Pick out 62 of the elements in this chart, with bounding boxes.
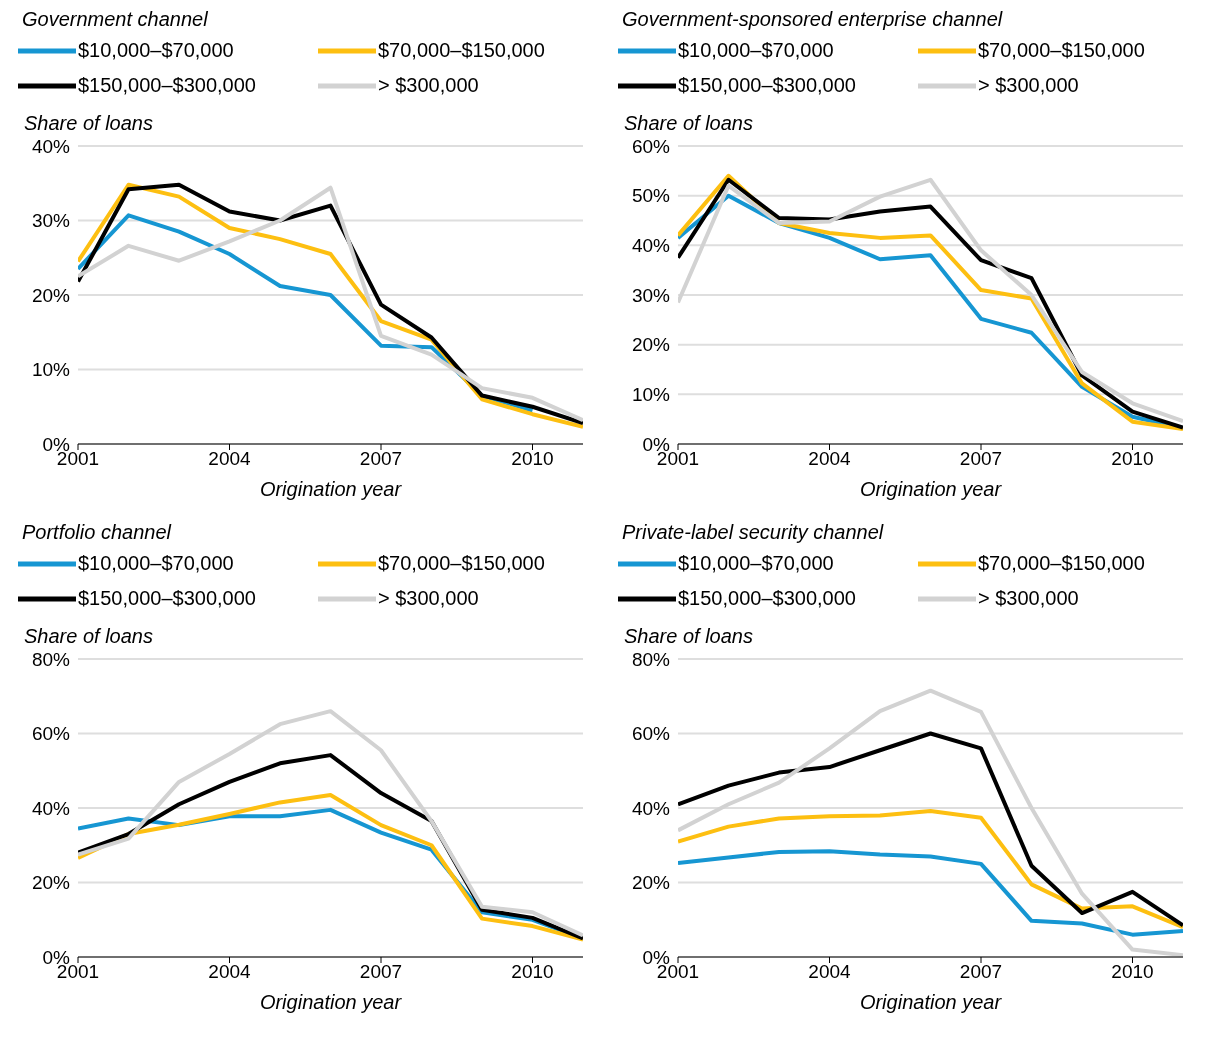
legend-label: $70,000–$150,000 [378, 552, 545, 575]
y-tick-label: 40% [31, 135, 71, 157]
y-tick-label: 60% [631, 723, 671, 745]
legend-label: $10,000–$70,000 [678, 552, 834, 575]
y-axis-title: Share of loans [24, 112, 153, 135]
legend-label: $150,000–$300,000 [678, 74, 856, 97]
y-tick-label: 10% [31, 359, 71, 381]
x-axis-title: Origination year [859, 991, 1003, 1013]
x-axis-title: Origination year [859, 478, 1003, 500]
y-axis-title: Share of loans [624, 625, 753, 648]
legend-label: $10,000–$70,000 [78, 552, 234, 575]
x-tick-label: 2007 [359, 448, 403, 470]
x-tick-label: 2004 [808, 961, 852, 983]
line-series [678, 731, 1183, 928]
legend-label: > $300,000 [978, 587, 1079, 610]
chart-title: Private-label security channel [621, 521, 885, 545]
chart-title: Portfolio channel [21, 521, 173, 545]
y-tick-label: 40% [631, 235, 671, 257]
chart-title: Government channel [21, 8, 209, 32]
y-tick-label: 20% [631, 334, 671, 356]
legend-label: $70,000–$150,000 [978, 39, 1145, 62]
x-tick-label: 2010 [511, 961, 554, 983]
y-tick-label: 40% [31, 797, 71, 819]
y-tick-label: 40% [631, 797, 671, 819]
x-tick-label: 2004 [208, 448, 252, 470]
chart-title: Government-sponsored enterprise channel [621, 8, 1004, 32]
x-tick-label: 2007 [959, 961, 1003, 983]
legend-label: $150,000–$300,000 [78, 587, 256, 610]
legend-label: $150,000–$300,000 [678, 587, 856, 610]
y-tick-label: 30% [31, 210, 71, 232]
legend-label: $10,000–$70,000 [678, 39, 834, 62]
legend-label: > $300,000 [978, 74, 1079, 97]
legend-label: > $300,000 [378, 587, 479, 610]
y-tick-label: 10% [631, 384, 671, 406]
y-tick-label: 80% [631, 648, 671, 670]
x-tick-label: 2004 [208, 961, 252, 983]
x-axis-title: Origination year [259, 478, 403, 500]
legend-label: $70,000–$150,000 [978, 552, 1145, 575]
line-series [78, 709, 583, 938]
x-tick-label: 2007 [359, 961, 403, 983]
y-tick-label: 50% [631, 185, 671, 207]
line-series [678, 849, 1183, 937]
x-tick-label: 2007 [959, 448, 1003, 470]
y-tick-label: 80% [31, 648, 71, 670]
x-tick-label: 2004 [808, 448, 852, 470]
x-tick-label: 2010 [511, 448, 554, 470]
x-tick-label: 2010 [1111, 961, 1154, 983]
y-tick-label: 60% [31, 723, 71, 745]
y-axis-title: Share of loans [624, 112, 753, 135]
y-axis-title: Share of loans [24, 625, 153, 648]
y-tick-label: 20% [31, 872, 71, 894]
y-tick-label: 20% [31, 284, 71, 306]
x-tick-label: 2010 [1111, 448, 1154, 470]
x-axis-title: Origination year [259, 991, 403, 1013]
y-tick-label: 30% [631, 284, 671, 306]
line-series [678, 808, 1183, 930]
y-tick-label: 60% [631, 135, 671, 157]
y-tick-label: 20% [631, 872, 671, 894]
legend-label: $10,000–$70,000 [78, 39, 234, 62]
legend-label: $150,000–$300,000 [78, 74, 256, 97]
legend-label: $70,000–$150,000 [378, 39, 545, 62]
legend-label: > $300,000 [378, 74, 479, 97]
